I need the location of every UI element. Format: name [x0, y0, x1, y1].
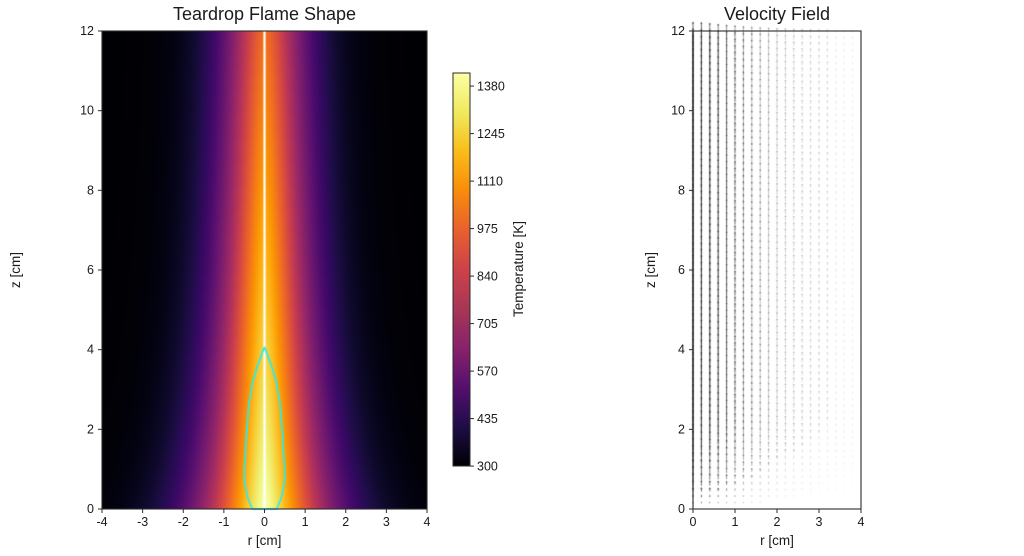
svg-text:-4: -4: [96, 515, 107, 529]
svg-text:6: 6: [678, 263, 685, 277]
svg-text:3: 3: [383, 515, 390, 529]
svg-text:2: 2: [678, 422, 685, 436]
svg-text:1: 1: [732, 515, 739, 529]
svg-text:8: 8: [87, 183, 94, 197]
svg-text:Temperature [K]: Temperature [K]: [511, 221, 526, 317]
svg-text:1110: 1110: [477, 175, 503, 189]
svg-text:12: 12: [80, 24, 94, 38]
svg-text:3: 3: [816, 515, 823, 529]
svg-text:4: 4: [424, 515, 431, 529]
svg-text:r [cm]: r [cm]: [248, 533, 282, 548]
svg-text:1380: 1380: [477, 80, 505, 94]
svg-text:z [cm]: z [cm]: [643, 252, 658, 288]
svg-text:1: 1: [302, 515, 309, 529]
svg-text:975: 975: [477, 222, 498, 236]
svg-text:-3: -3: [137, 515, 148, 529]
svg-text:r [cm]: r [cm]: [760, 533, 794, 548]
svg-text:4: 4: [678, 343, 685, 357]
svg-text:10: 10: [671, 104, 685, 118]
svg-text:Velocity Field: Velocity Field: [724, 4, 830, 24]
svg-text:0: 0: [87, 502, 94, 516]
svg-text:1245: 1245: [477, 127, 505, 141]
svg-text:z [cm]: z [cm]: [8, 252, 23, 288]
svg-text:435: 435: [477, 412, 498, 426]
svg-text:Teardrop Flame Shape: Teardrop Flame Shape: [173, 4, 356, 24]
svg-text:12: 12: [671, 24, 685, 38]
svg-text:2: 2: [87, 422, 94, 436]
svg-text:10: 10: [80, 104, 94, 118]
svg-text:0: 0: [678, 502, 685, 516]
svg-text:4: 4: [858, 515, 865, 529]
svg-text:2: 2: [774, 515, 781, 529]
svg-text:-1: -1: [218, 515, 229, 529]
svg-text:8: 8: [678, 183, 685, 197]
svg-text:300: 300: [477, 460, 498, 474]
svg-text:2: 2: [342, 515, 349, 529]
svg-text:4: 4: [87, 343, 94, 357]
svg-text:0: 0: [690, 515, 697, 529]
svg-text:705: 705: [477, 317, 498, 331]
svg-text:840: 840: [477, 270, 498, 284]
svg-text:0: 0: [261, 515, 268, 529]
svg-text:6: 6: [87, 263, 94, 277]
svg-text:570: 570: [477, 365, 498, 379]
svg-text:-2: -2: [178, 515, 189, 529]
